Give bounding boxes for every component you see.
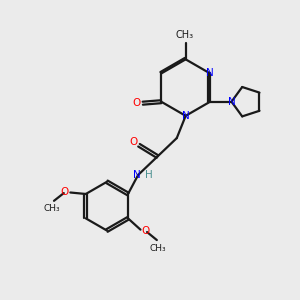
Text: N: N: [228, 97, 236, 107]
Text: H: H: [145, 170, 152, 180]
Text: CH₃: CH₃: [175, 30, 193, 40]
Text: N: N: [133, 170, 141, 180]
Text: O: O: [132, 98, 140, 108]
Text: O: O: [141, 226, 150, 236]
Text: N: N: [182, 111, 190, 121]
Text: CH₃: CH₃: [149, 244, 166, 253]
Text: O: O: [61, 187, 69, 197]
Text: N: N: [206, 68, 214, 79]
Text: CH₃: CH₃: [43, 204, 60, 213]
Text: O: O: [129, 137, 137, 147]
